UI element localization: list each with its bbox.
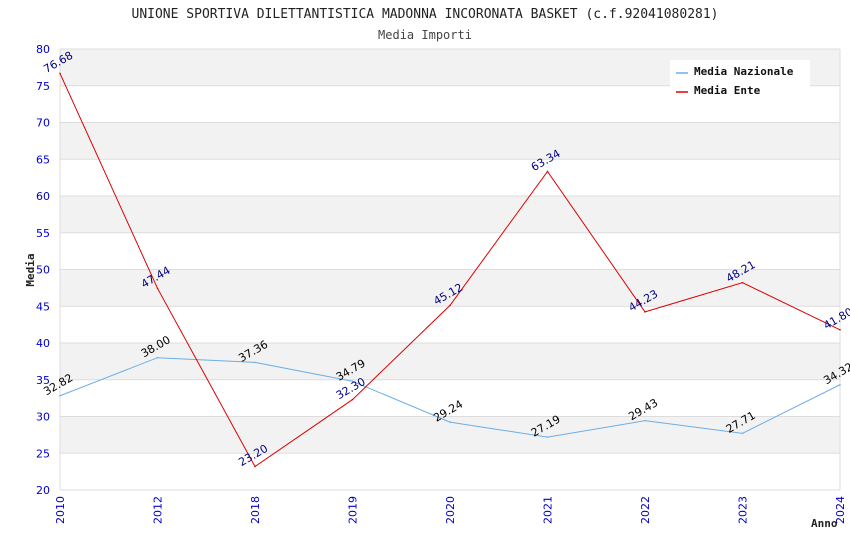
data-point bbox=[546, 170, 549, 173]
x-tick-label: 2022 bbox=[639, 496, 652, 524]
y-tick-label: 65 bbox=[36, 153, 50, 166]
data-point bbox=[156, 287, 159, 290]
data-point bbox=[59, 72, 61, 75]
legend-label-0: Media Nazionale bbox=[694, 65, 794, 78]
data-point bbox=[644, 311, 646, 313]
data-point bbox=[449, 304, 451, 307]
x-axis-ticks: 2010 2012 2018 2019 2020 2021 2022 2023 2024 bbox=[54, 496, 847, 524]
x-tick-label: 2020 bbox=[444, 496, 457, 524]
y-axis-ticks: 20 25 30 35 40 45 50 55 60 65 70 75 80 bbox=[36, 43, 50, 497]
series-lines bbox=[59, 72, 841, 468]
y-tick-label: 30 bbox=[36, 411, 50, 424]
y-tick-label: 25 bbox=[36, 447, 50, 460]
y-tick-label: 55 bbox=[36, 227, 50, 240]
legend: Media Nazionale Media Ente bbox=[670, 60, 810, 97]
data-point bbox=[644, 419, 646, 422]
data-point bbox=[156, 356, 159, 359]
x-tick-label: 2012 bbox=[152, 496, 165, 524]
data-point bbox=[59, 394, 61, 397]
grid-band bbox=[60, 122, 840, 160]
x-tick-label: 2023 bbox=[737, 496, 750, 524]
y-tick-label: 20 bbox=[36, 484, 50, 497]
data-point bbox=[839, 383, 841, 386]
grid-band bbox=[60, 196, 840, 233]
y-tick-label: 80 bbox=[36, 43, 50, 56]
x-tick-label: 2024 bbox=[834, 496, 847, 524]
data-point bbox=[741, 281, 744, 284]
y-tick-label: 40 bbox=[36, 337, 50, 350]
data-point bbox=[351, 398, 354, 401]
data-point bbox=[351, 380, 354, 383]
y-tick-label: 50 bbox=[36, 264, 50, 277]
plot-background bbox=[59, 48, 841, 491]
x-tick-label: 2018 bbox=[249, 496, 262, 524]
data-point bbox=[449, 421, 451, 423]
grid-band bbox=[60, 343, 840, 380]
x-tick-label: 2010 bbox=[54, 496, 67, 524]
y-tick-label: 75 bbox=[36, 80, 50, 93]
y-tick-label: 45 bbox=[36, 300, 50, 313]
data-point bbox=[839, 328, 841, 331]
grid-band bbox=[60, 269, 840, 307]
x-tick-label: 2019 bbox=[347, 496, 360, 524]
x-axis-title: Anno bbox=[811, 517, 838, 530]
y-axis-title: Media bbox=[24, 253, 37, 286]
legend-label-1: Media Ente bbox=[694, 84, 761, 97]
data-point bbox=[254, 465, 256, 468]
data-point bbox=[741, 432, 744, 435]
chart-subtitle: Media Importi bbox=[378, 28, 472, 42]
y-tick-label: 35 bbox=[36, 374, 50, 387]
chart-title: UNIONE SPORTIVA DILETTANTISTICA MADONNA … bbox=[132, 7, 719, 22]
data-point bbox=[546, 436, 549, 438]
legend-box bbox=[670, 60, 810, 88]
y-tick-label: 70 bbox=[36, 117, 50, 130]
data-point bbox=[254, 361, 256, 364]
y-tick-label: 60 bbox=[36, 190, 50, 203]
x-tick-label: 2021 bbox=[542, 496, 555, 524]
